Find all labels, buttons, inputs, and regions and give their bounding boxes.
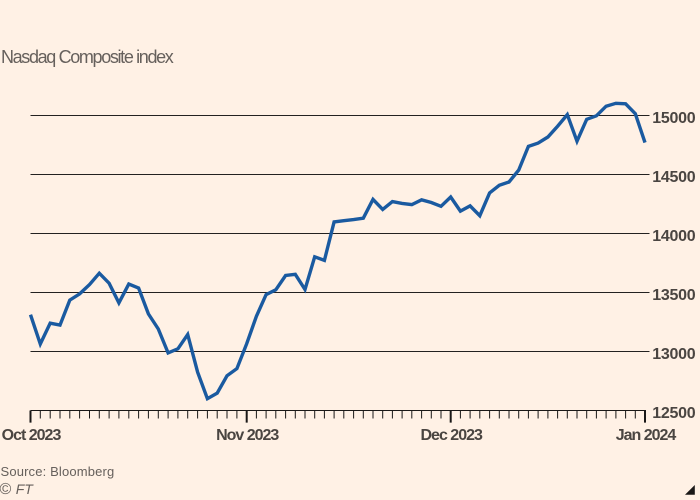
- svg-text:14500: 14500: [652, 169, 695, 186]
- svg-text:12500: 12500: [652, 405, 695, 422]
- svg-text:Jan 2024: Jan 2024: [616, 427, 677, 444]
- svg-text:15000: 15000: [652, 110, 695, 127]
- svg-text:13000: 13000: [652, 346, 695, 363]
- svg-text:Nov 2023: Nov 2023: [216, 427, 279, 444]
- svg-text:Dec 2023: Dec 2023: [421, 427, 483, 444]
- svg-text:13500: 13500: [652, 287, 695, 304]
- svg-text:Oct 2023: Oct 2023: [2, 427, 62, 444]
- svg-text:14000: 14000: [652, 228, 695, 245]
